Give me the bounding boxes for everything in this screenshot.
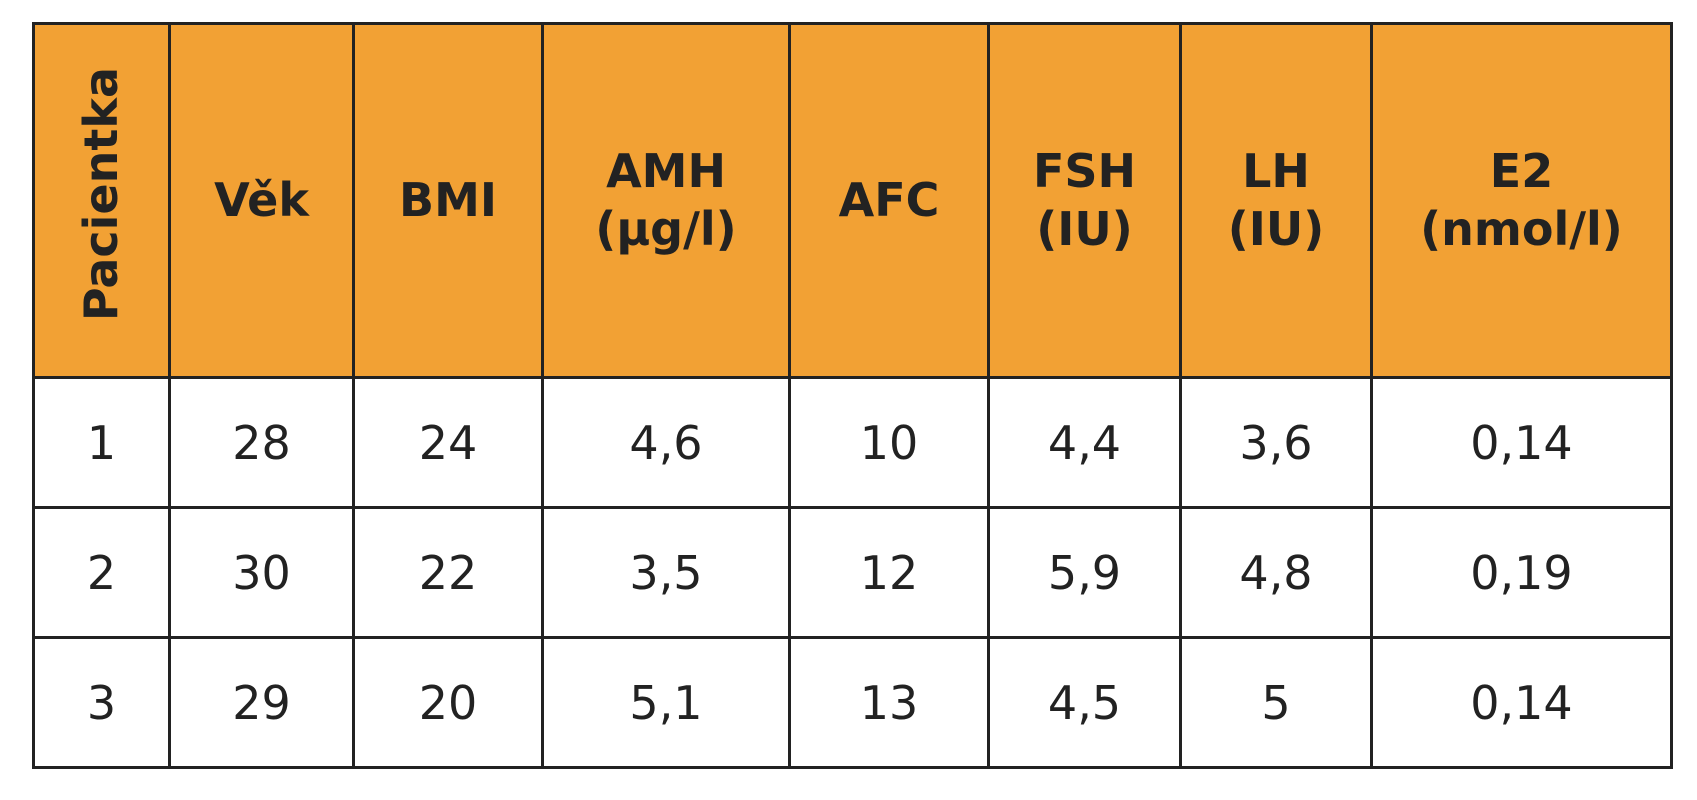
header-line: LH [1242,144,1310,198]
header-cell: Pacientka [32,22,171,379]
table-cell: 3 [32,636,171,769]
header-cell: FSH (IU) [987,22,1182,379]
table-cell: 5,1 [541,636,791,769]
table-cell: 5,9 [987,506,1182,639]
header-line: Věk [214,172,309,227]
table-cell: 5 [1179,636,1373,769]
table-cell: 30 [168,506,355,639]
header-text: FSH (IU) [1033,144,1136,256]
header-cell: LH (IU) [1179,22,1373,379]
table-cell: 4,8 [1179,506,1373,639]
header-cell: BMI [352,22,544,379]
table-cell: 0,19 [1370,506,1673,639]
header-cell: AMH (µg/l) [541,22,791,379]
table-row: 3 29 20 5,1 13 4,5 5 0,14 [32,636,1673,769]
table-row: 2 30 22 3,5 12 5,9 4,8 0,19 [32,506,1673,639]
header-line: (IU) [1227,201,1325,256]
header-cell: E2 (nmol/l) [1370,22,1673,379]
header-line: FSH [1032,144,1137,198]
header-cell: AFC [788,22,990,379]
header-cell: Věk [168,22,355,379]
table-cell: 3,5 [541,506,791,639]
header-text: LH (IU) [1228,144,1325,256]
table-cell: 4,6 [541,376,791,509]
table-cell: 0,14 [1370,376,1673,509]
table-cell: 22 [352,506,544,639]
table-cell: 28 [168,376,355,509]
table-cell: 0,14 [1370,636,1673,769]
table-cell: 13 [788,636,990,769]
header-text: BMI [399,173,497,227]
header-line: Pacientka [73,66,128,321]
table-cell: 4,4 [987,376,1182,509]
table-cell: 20 [352,636,544,769]
table-body: 1 28 24 4,6 10 4,4 3,6 0,14 2 30 22 3,5 12 5,9 4,8 0,19… [32,376,1673,769]
header-line: BMI [399,172,497,227]
header-line: (µg/l) [595,201,737,256]
table-cell: 12 [788,506,990,639]
header-line: AMH [606,144,726,198]
table-cell: 29 [168,636,355,769]
header-row: Pacientka Věk BMI AMH (µg/l) AFC FSH (IU) LH (IU)… [32,22,1673,379]
header-line: (IU) [1036,201,1133,256]
header-text: E2 (nmol/l) [1420,144,1623,256]
table-cell: 24 [352,376,544,509]
table-row: 1 28 24 4,6 10 4,4 3,6 0,14 [32,376,1673,509]
data-table: Pacientka Věk BMI AMH (µg/l) AFC FSH (IU) LH (IU)… [32,22,1673,769]
header-line: AFC [838,172,940,227]
table-cell: 10 [788,376,990,509]
table-cell: 4,5 [987,636,1182,769]
header-text: AMH (µg/l) [595,144,736,256]
table-cell: 2 [32,506,171,639]
header-line: (nmol/l) [1420,201,1623,256]
header-line: E2 [1489,144,1554,198]
table-cell: 3,6 [1179,376,1373,509]
table-cell: 1 [32,376,171,509]
header-text: Věk [214,173,309,227]
header-text: Pacientka [73,67,131,321]
header-text: AFC [839,173,940,227]
